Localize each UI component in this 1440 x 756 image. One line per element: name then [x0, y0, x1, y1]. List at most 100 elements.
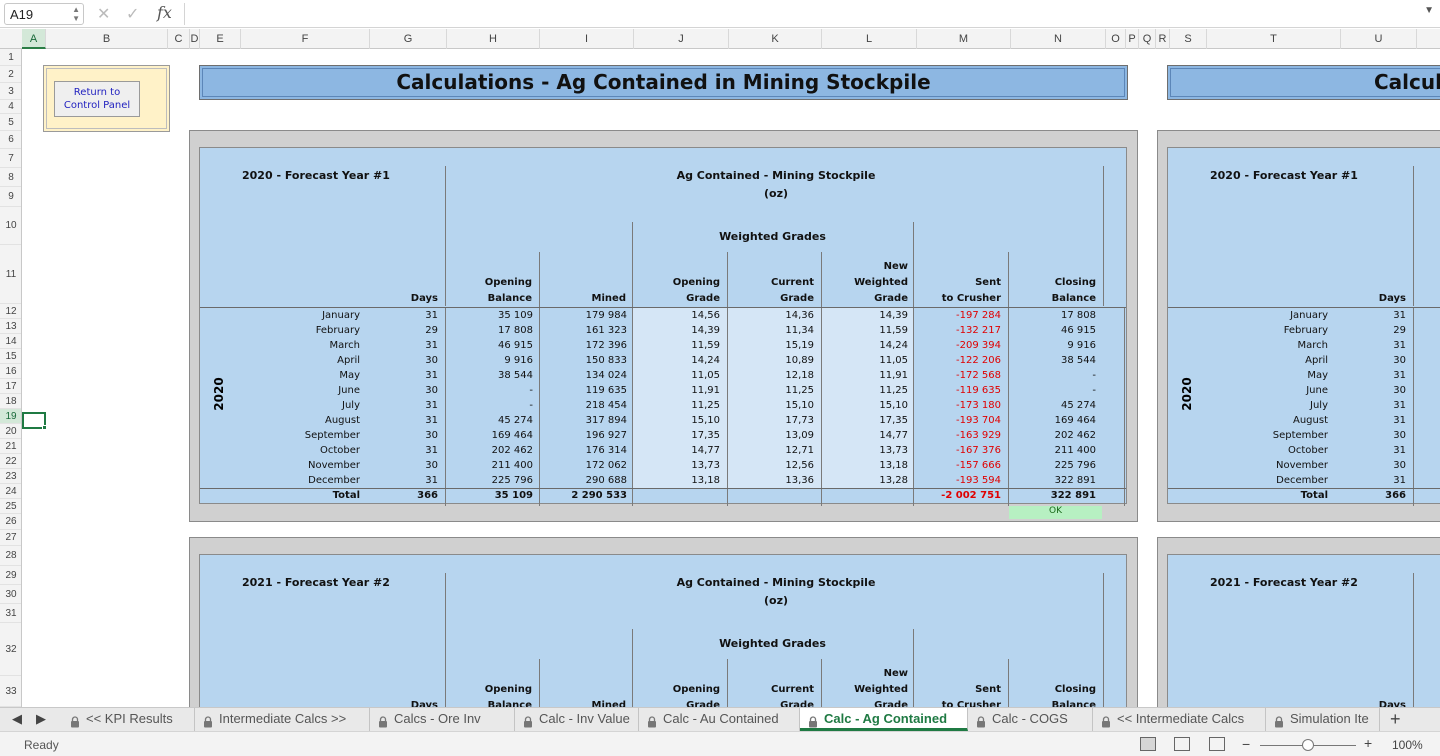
cell-right-days[interactable]: 31: [1393, 445, 1406, 456]
cell-mined[interactable]: 196 927: [585, 430, 627, 441]
add-sheet-icon[interactable]: +: [1390, 709, 1401, 729]
cell-og[interactable]: 14,56: [691, 310, 720, 321]
cell-mined[interactable]: 179 984: [585, 310, 627, 321]
worksheet-grid[interactable]: Return to Control Panel Calculations - A…: [22, 49, 1440, 707]
row-header-6[interactable]: 6: [0, 131, 21, 149]
row-header-9[interactable]: 9: [0, 187, 21, 207]
row-header-33[interactable]: 33: [0, 676, 21, 707]
cell-closing[interactable]: 202 462: [1054, 430, 1096, 441]
sheet-tab[interactable]: Calc - Au Contained: [639, 708, 800, 731]
column-header-o[interactable]: O: [1106, 29, 1126, 49]
cell-mined[interactable]: 172 396: [585, 340, 627, 351]
row-header-12[interactable]: 12: [0, 304, 21, 319]
cell-right-days[interactable]: 30: [1393, 385, 1406, 396]
cell-closing[interactable]: 45 274: [1061, 400, 1096, 411]
cell-mined[interactable]: 119 635: [585, 385, 627, 396]
cell-og[interactable]: 14,77: [691, 445, 720, 456]
cell-cg[interactable]: 15,10: [785, 400, 814, 411]
column-header-i[interactable]: I: [540, 29, 634, 49]
cell-right-month[interactable]: April: [1305, 355, 1328, 366]
row-header-26[interactable]: 26: [0, 514, 21, 530]
column-header-s[interactable]: S: [1170, 29, 1207, 49]
cell-ng[interactable]: 11,05: [879, 355, 908, 366]
cell-cg[interactable]: 13,09: [785, 430, 814, 441]
cell-closing[interactable]: 9 916: [1067, 340, 1096, 351]
cell-opening[interactable]: 45 274: [498, 415, 533, 426]
row-header-13[interactable]: 13: [0, 319, 21, 334]
column-header-t[interactable]: T: [1207, 29, 1341, 49]
row-header-3[interactable]: 3: [0, 83, 21, 100]
cell-days[interactable]: 31: [425, 400, 438, 411]
cell-right-month[interactable]: March: [1297, 340, 1328, 351]
cell-ng[interactable]: 13,73: [879, 445, 908, 456]
cell-ng[interactable]: 17,35: [879, 415, 908, 426]
cell-sent[interactable]: -167 376: [956, 445, 1001, 456]
cell-right-month[interactable]: November: [1275, 460, 1328, 471]
cell-month[interactable]: July: [342, 400, 360, 411]
cell-days[interactable]: 31: [425, 415, 438, 426]
zoom-level[interactable]: 100%: [1392, 738, 1423, 752]
sheet-tab[interactable]: Intermediate Calcs >>: [195, 708, 370, 731]
name-box[interactable]: A19 ▲ ▼: [4, 3, 84, 25]
row-header-14[interactable]: 14: [0, 334, 21, 349]
row-header-30[interactable]: 30: [0, 585, 21, 604]
cell-ng[interactable]: 14,39: [879, 310, 908, 321]
cell-closing[interactable]: 225 796: [1054, 460, 1096, 471]
column-header-c[interactable]: C: [168, 29, 190, 49]
cell-mined[interactable]: 290 688: [585, 475, 627, 486]
cell-opening[interactable]: -: [529, 400, 533, 411]
cell-cg[interactable]: 12,71: [785, 445, 814, 456]
row-header-24[interactable]: 24: [0, 484, 21, 499]
column-header-n[interactable]: N: [1011, 29, 1106, 49]
cell-closing[interactable]: -: [1092, 385, 1096, 396]
column-header-f[interactable]: F: [241, 29, 370, 49]
row-header-10[interactable]: 10: [0, 207, 21, 245]
cell-cg[interactable]: 12,56: [785, 460, 814, 471]
cell-og[interactable]: 11,25: [691, 400, 720, 411]
cell-right-month[interactable]: September: [1272, 430, 1328, 441]
page-layout-view-icon[interactable]: [1174, 737, 1190, 751]
cell-og[interactable]: 15,10: [691, 415, 720, 426]
cell-cg[interactable]: 15,19: [785, 340, 814, 351]
cell-cg[interactable]: 11,25: [785, 385, 814, 396]
cell-og[interactable]: 11,91: [691, 385, 720, 396]
cell-sent[interactable]: -197 284: [956, 310, 1001, 321]
row-header-11[interactable]: 11: [0, 245, 21, 304]
cell-ng[interactable]: 13,18: [879, 460, 908, 471]
active-cell-cursor[interactable]: [22, 412, 47, 430]
cancel-icon[interactable]: ✕: [97, 6, 111, 23]
row-header-32[interactable]: 32: [0, 623, 21, 676]
cell-opening[interactable]: 202 462: [491, 445, 533, 456]
scroll-tabs-left-icon[interactable]: ◀: [12, 711, 22, 726]
cell-og[interactable]: 13,73: [691, 460, 720, 471]
cell-mined[interactable]: 176 314: [585, 445, 627, 456]
cell-month[interactable]: September: [304, 430, 360, 441]
sheet-tab[interactable]: Calcs - Ore Inv: [370, 708, 515, 731]
column-header-q[interactable]: Q: [1139, 29, 1156, 49]
cell-right-month[interactable]: January: [1290, 310, 1328, 321]
cell-sent[interactable]: -119 635: [956, 385, 1001, 396]
cell-days[interactable]: 30: [425, 430, 438, 441]
cell-days[interactable]: 31: [425, 445, 438, 456]
fill-handle[interactable]: [42, 425, 47, 430]
row-header-23[interactable]: 23: [0, 469, 21, 484]
cell-days[interactable]: 30: [425, 385, 438, 396]
cell-month[interactable]: October: [319, 445, 360, 456]
row-header-20[interactable]: 20: [0, 424, 21, 439]
cell-days[interactable]: 31: [425, 340, 438, 351]
column-header-r[interactable]: R: [1156, 29, 1170, 49]
row-header-21[interactable]: 21: [0, 439, 21, 454]
cell-right-month[interactable]: August: [1293, 415, 1328, 426]
column-header-g[interactable]: G: [370, 29, 447, 49]
cell-cg[interactable]: 14,36: [785, 310, 814, 321]
cell-mined[interactable]: 172 062: [585, 460, 627, 471]
confirm-icon[interactable]: ✓: [126, 6, 140, 23]
column-header-u[interactable]: U: [1341, 29, 1417, 49]
insert-function-icon[interactable]: fx: [157, 3, 172, 22]
cell-month[interactable]: April: [337, 355, 360, 366]
sheet-tab[interactable]: << KPI Results: [62, 708, 195, 731]
cell-mined[interactable]: 161 323: [585, 325, 627, 336]
cell-opening[interactable]: 225 796: [491, 475, 533, 486]
cell-month[interactable]: August: [325, 415, 360, 426]
cell-month[interactable]: June: [338, 385, 360, 396]
